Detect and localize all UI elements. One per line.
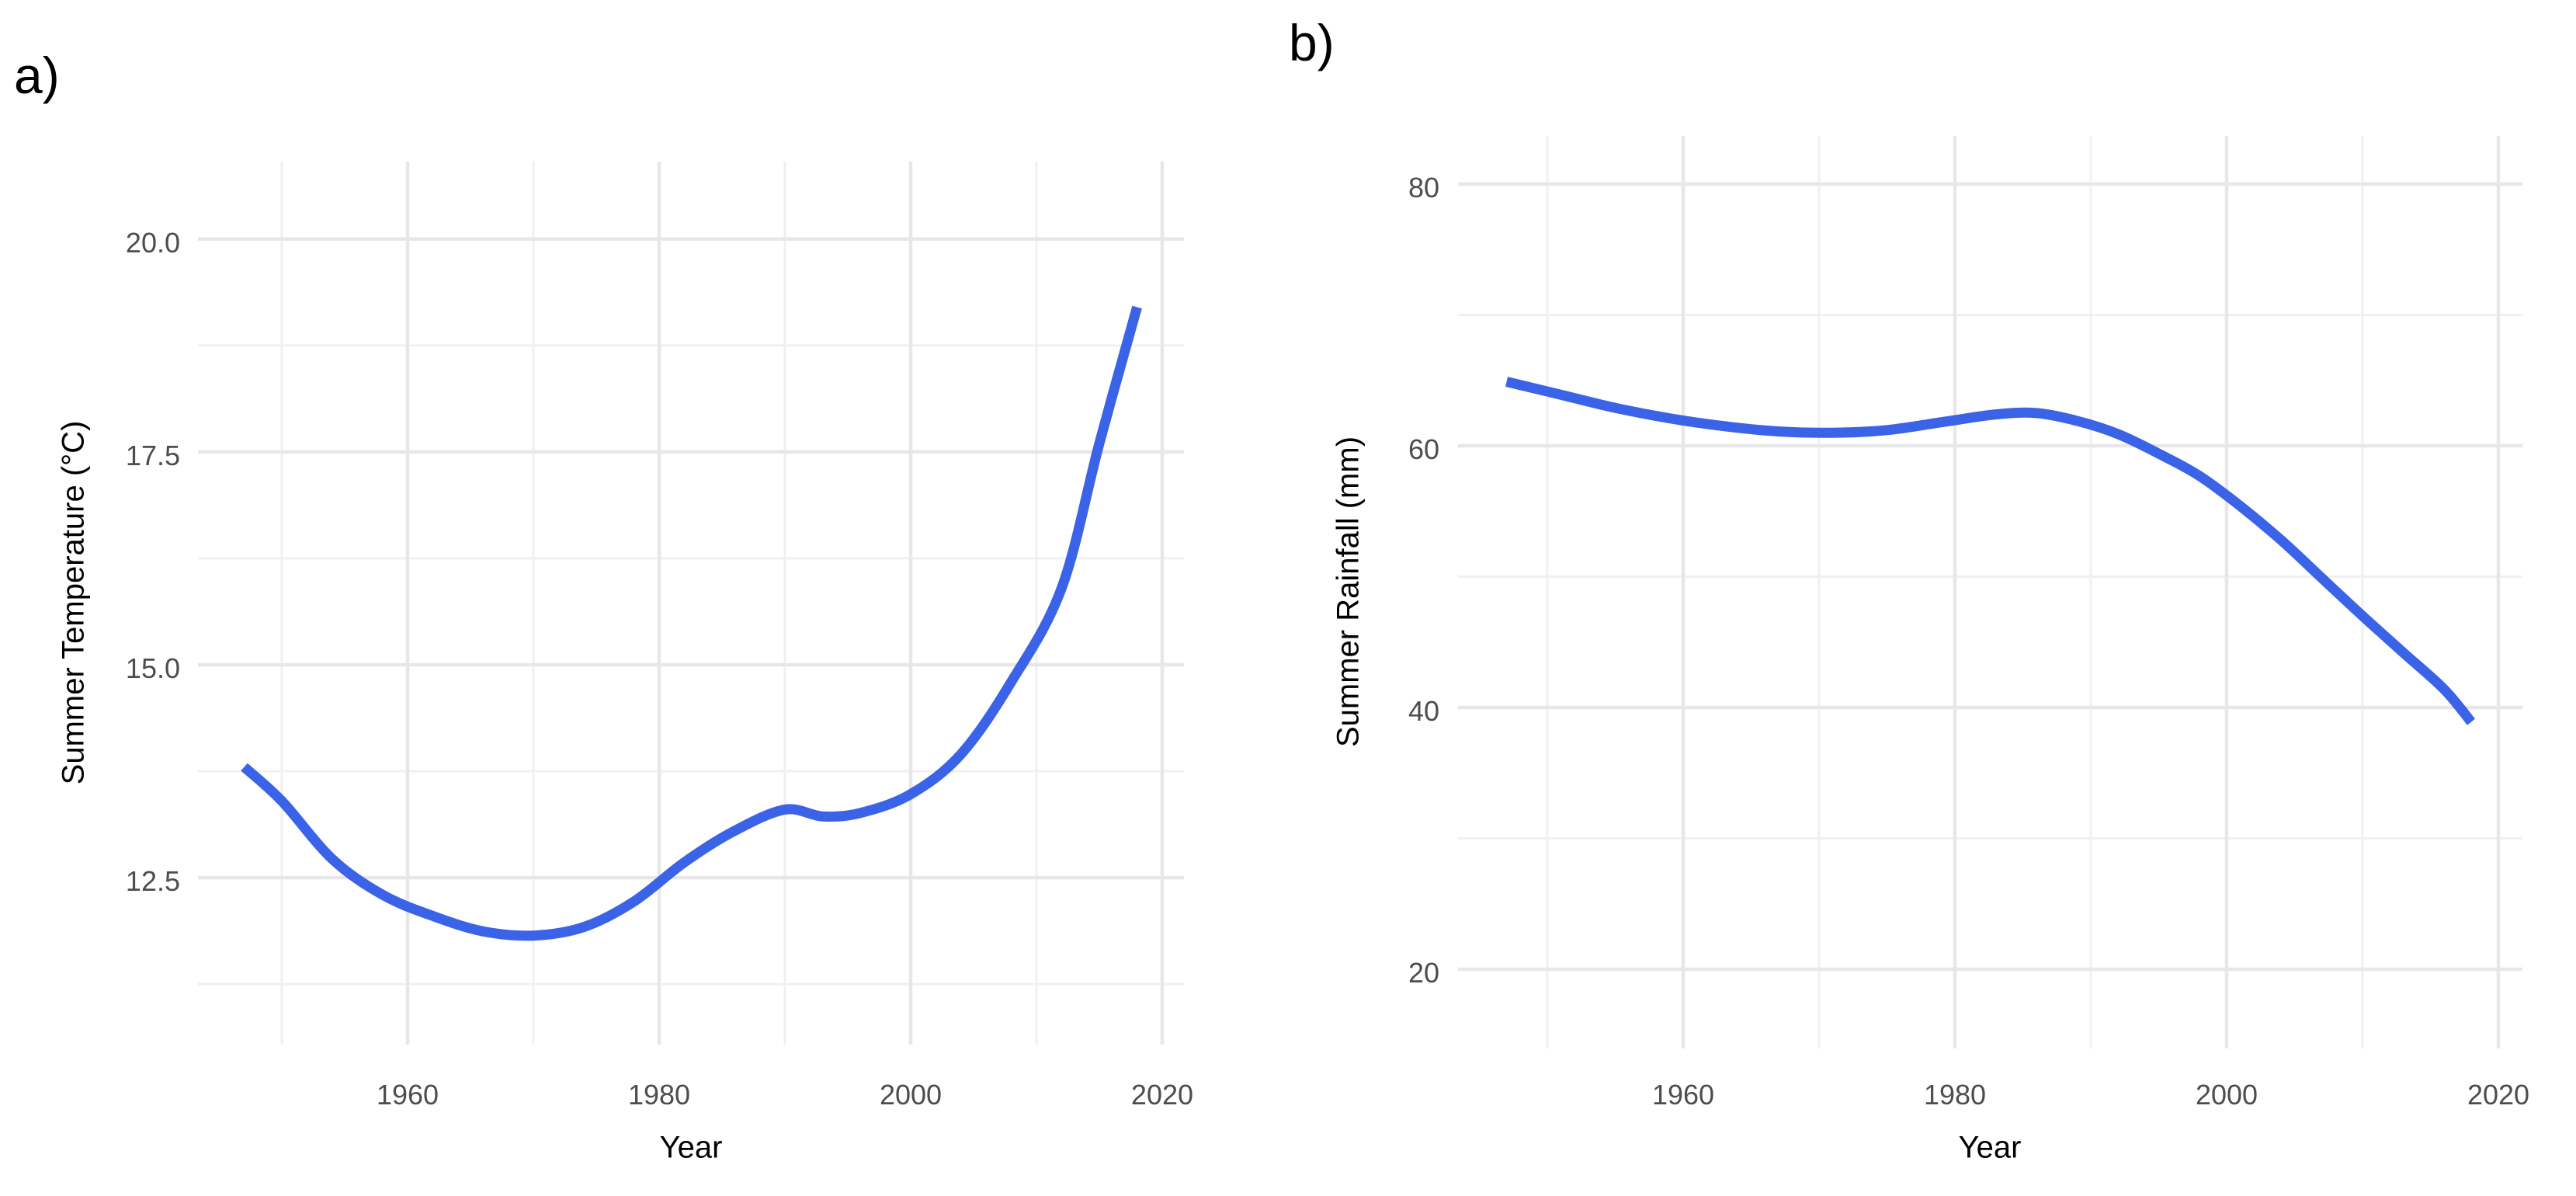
loess-smooth-rainfall	[1505, 377, 2476, 725]
y-tick-label: 20.0	[125, 226, 180, 259]
y-tick-label: 40	[1408, 695, 1439, 728]
y-tick-label: 17.5	[125, 439, 180, 471]
y-tick-label: 12.5	[125, 865, 180, 898]
x-tick-label: 2020	[2467, 1079, 2530, 1111]
y-tick-label: 20	[1408, 957, 1439, 989]
x-tick-label: 1960	[376, 1079, 439, 1111]
x-tick-label: 1980	[1923, 1079, 1987, 1111]
panel-b-tag: b)	[1289, 14, 1335, 71]
x-tick-label: 2020	[1130, 1079, 1194, 1111]
panel-a-x-axis-title: Year	[659, 1130, 723, 1165]
panel-b-x-axis-title: Year	[1958, 1130, 2022, 1165]
y-tick-label: 80	[1408, 172, 1439, 203]
x-tick-label: 2000	[2195, 1079, 2258, 1111]
x-tick-label: 1960	[1651, 1079, 1715, 1111]
x-tick-label: 2000	[879, 1079, 943, 1111]
panel-a-y-axis-title: Summer Temperature (°C)	[56, 420, 91, 785]
y-tick-label: 60	[1408, 433, 1439, 466]
y-tick-label: 15.0	[125, 652, 180, 684]
loess-smooth-temperature	[241, 305, 1142, 941]
x-tick-label: 1980	[627, 1079, 691, 1111]
panel-a-tag: a)	[14, 47, 60, 104]
